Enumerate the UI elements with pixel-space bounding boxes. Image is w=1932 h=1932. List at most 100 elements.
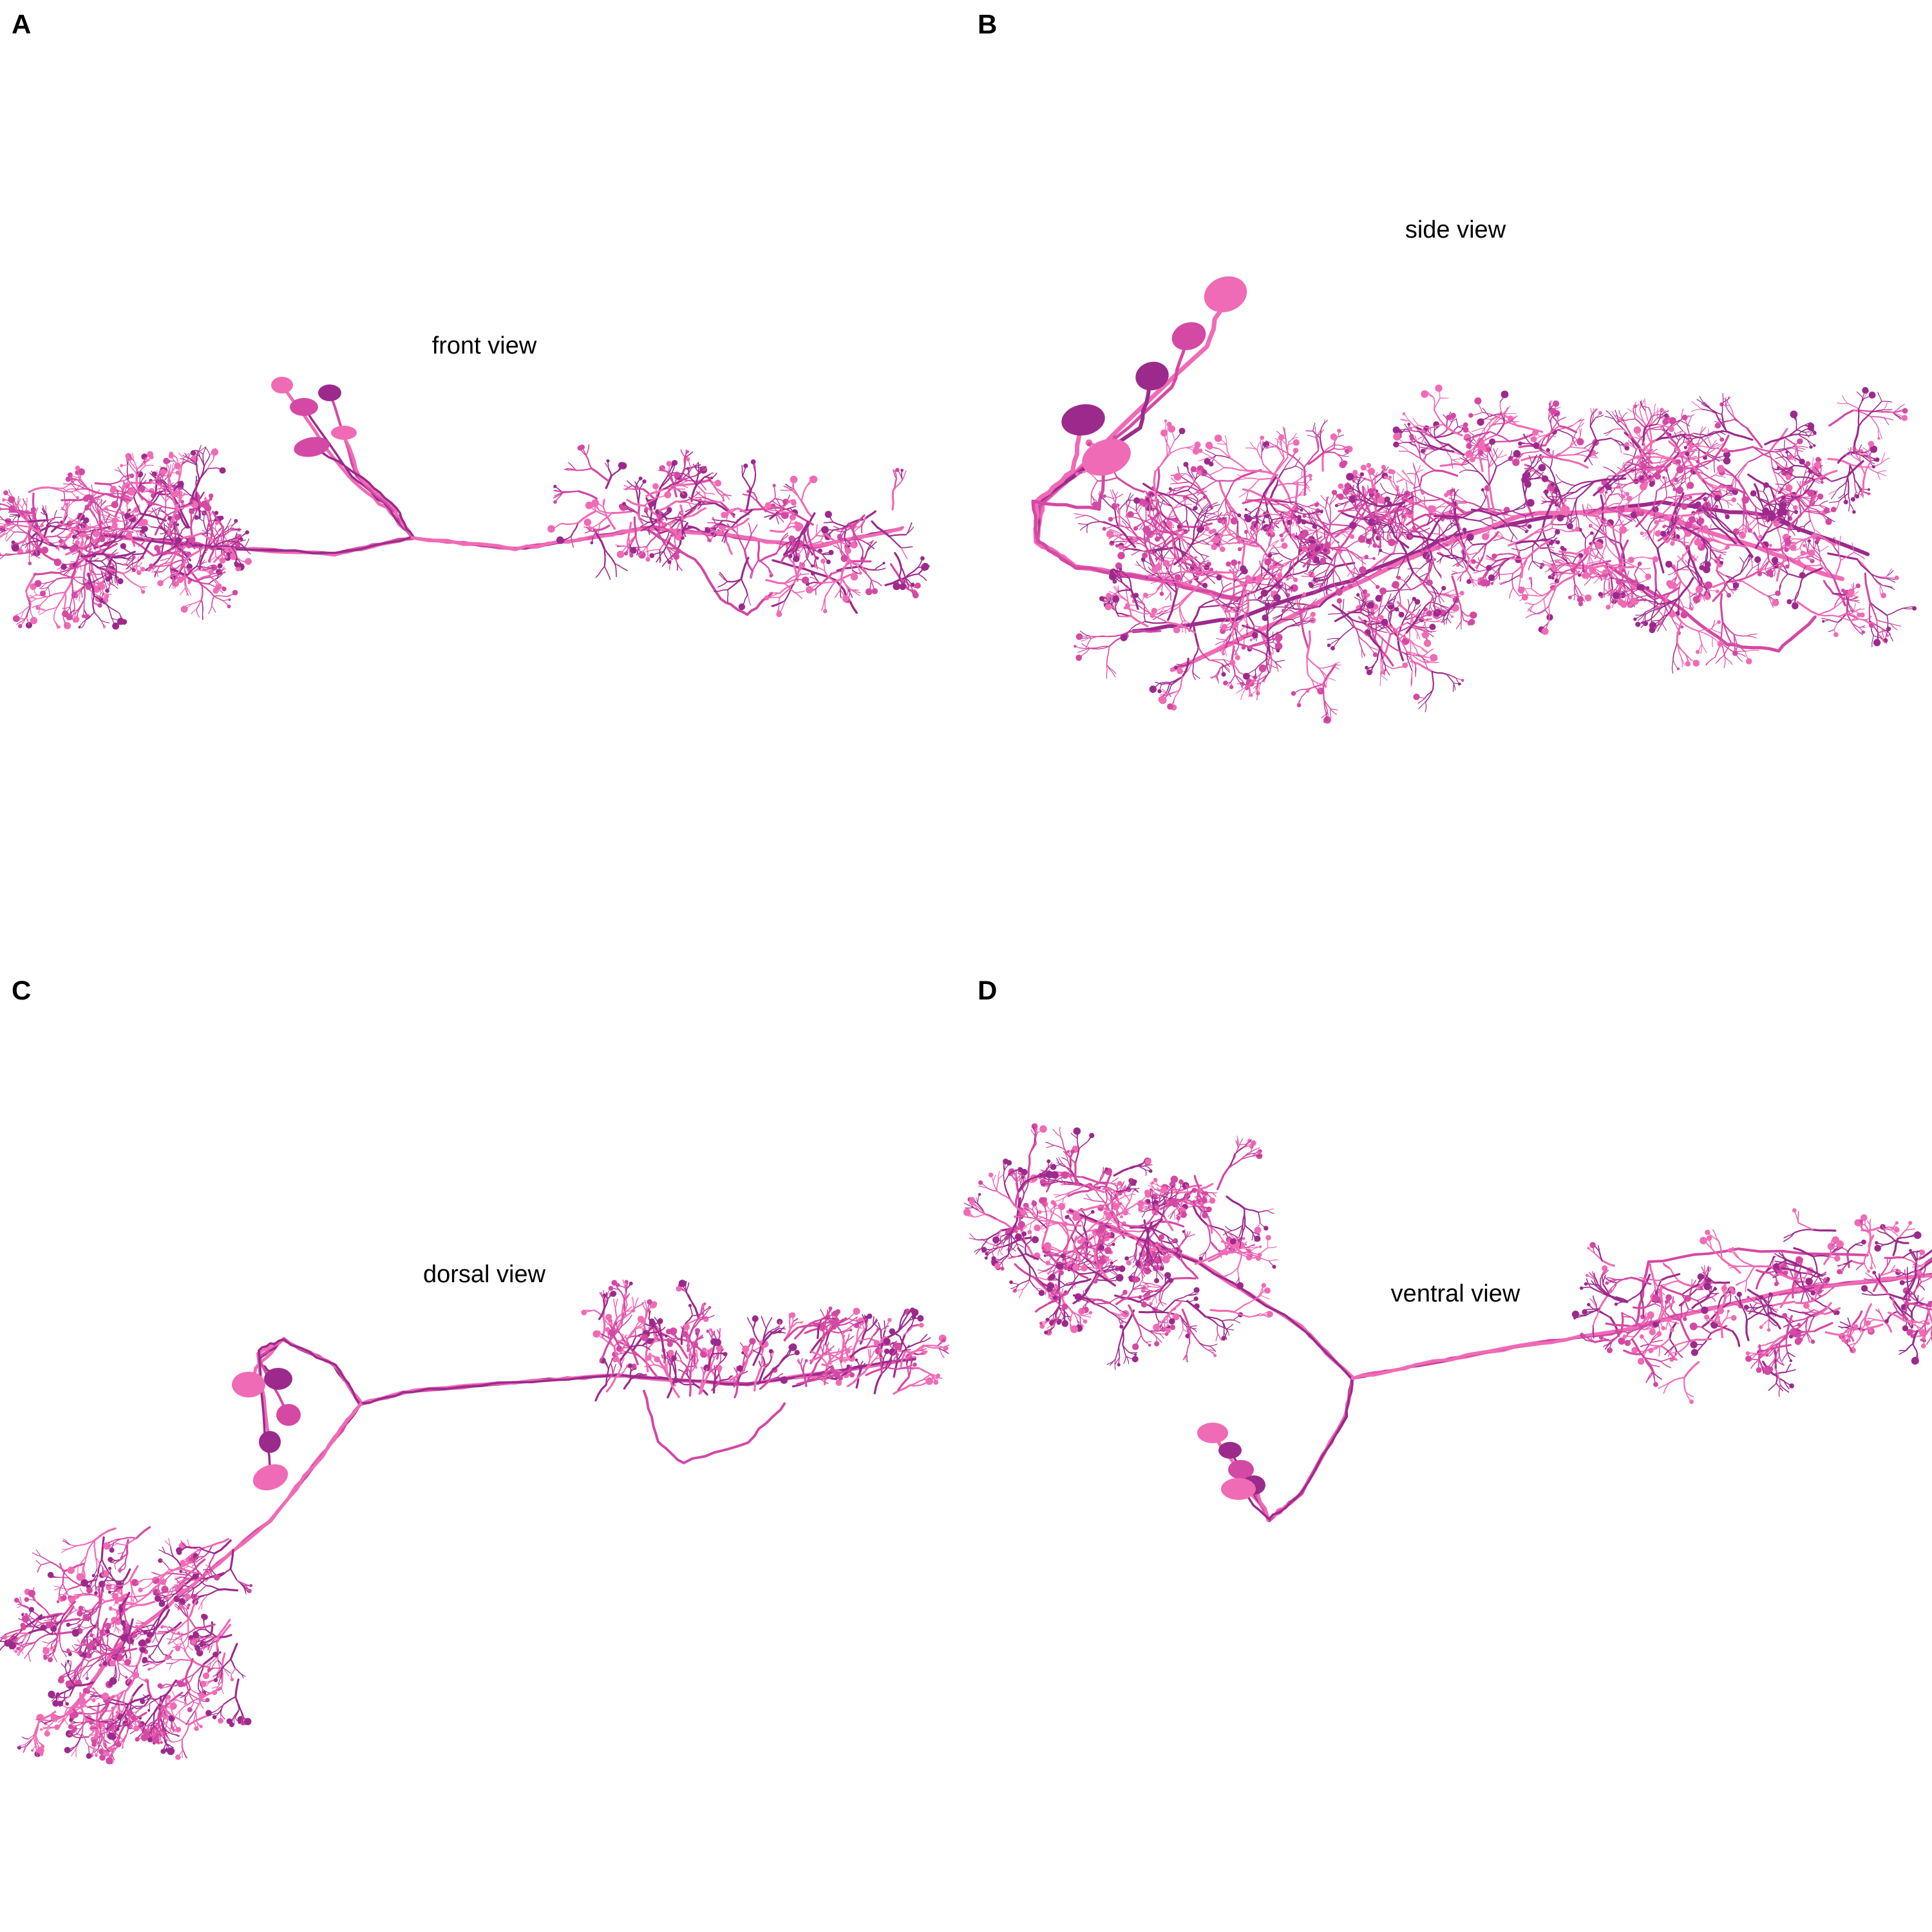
neurite-branch: [904, 567, 919, 579]
neurite-branch: [1286, 571, 1289, 581]
neurite-branch: [0, 530, 6, 534]
bouton: [645, 556, 650, 562]
bouton: [1106, 530, 1114, 538]
bouton: [1075, 633, 1083, 640]
neurite-branch: [1152, 613, 1164, 620]
bouton: [245, 558, 252, 565]
bouton: [844, 547, 851, 554]
neurite-branch: [1160, 495, 1173, 507]
neurite-branch: [658, 510, 672, 522]
neurite-branch: [115, 562, 117, 575]
neurite-branch: [1113, 601, 1115, 609]
neurite-branch: [93, 594, 109, 607]
neurite-branch: [182, 525, 187, 531]
bouton: [1086, 442, 1092, 447]
neurite-branch: [1340, 626, 1354, 639]
bouton: [1173, 626, 1180, 634]
bouton: [799, 562, 806, 569]
neurite-branch: [1186, 520, 1190, 531]
bouton: [1360, 464, 1367, 471]
neurite-branch: [136, 491, 155, 506]
neurite-branch: [53, 620, 61, 628]
neurite-branch: [639, 522, 649, 527]
neurite-branch: [835, 541, 842, 553]
neurite-branch: [1412, 553, 1421, 560]
bouton: [788, 554, 793, 558]
neurite-branch: [1401, 533, 1411, 537]
neurite-branch: [1272, 544, 1280, 554]
neurite-branch: [1423, 619, 1435, 623]
neurite-branch: [1261, 641, 1273, 648]
neurite-branch: [30, 540, 43, 543]
neurite-branch: [75, 560, 79, 567]
neurite-branch: [162, 470, 166, 477]
neurite-branch: [570, 522, 579, 538]
neurite-branch: [181, 480, 183, 489]
neurite-branch: [131, 560, 133, 569]
neurite-branch: [118, 478, 128, 482]
neurite-branch: [213, 451, 214, 460]
neurite-branch: [1378, 601, 1382, 617]
neurite-branch: [0, 504, 4, 506]
neurite-branch: [1090, 495, 1092, 506]
neurite-branch: [1146, 592, 1156, 599]
neurite-trunk: [1608, 565, 1817, 653]
neurite-branch: [136, 568, 139, 574]
neurite-branch: [1379, 474, 1384, 480]
neurite-branch: [117, 466, 122, 473]
neurite-branch: [840, 576, 851, 590]
neurite-branch: [165, 493, 180, 506]
neurite-branch: [639, 545, 648, 556]
neurite-branch: [6, 524, 17, 534]
neurite-branch: [840, 589, 842, 598]
neurite-branch: [1439, 591, 1450, 596]
bouton: [1398, 611, 1405, 618]
neurite-branch: [1274, 438, 1282, 447]
neurite-branch: [1370, 498, 1376, 501]
bouton: [1117, 552, 1125, 560]
bouton: [590, 541, 594, 545]
neurite-branch: [1179, 605, 1183, 623]
neurite-branch: [1395, 524, 1407, 531]
neurite-branch: [0, 508, 3, 511]
neurite-branch: [175, 524, 180, 536]
neurite-branch: [226, 518, 232, 528]
bouton: [1387, 602, 1395, 610]
neurite-branch: [180, 458, 188, 462]
neurite-branch: [589, 529, 599, 532]
bouton: [865, 588, 873, 596]
neurite-branch: [1302, 542, 1316, 544]
neurite-branch: [834, 589, 841, 598]
neurite-branch: [1387, 593, 1392, 605]
bouton: [1237, 560, 1241, 565]
neurite-branch: [905, 526, 914, 536]
neurite-branch: [1276, 446, 1285, 459]
bouton: [1230, 517, 1238, 525]
neurite-branch: [1274, 659, 1285, 663]
neurite-branch: [67, 474, 78, 480]
neurite-branch: [1185, 506, 1199, 515]
bouton: [668, 527, 675, 534]
neurite-branch: [1378, 603, 1388, 617]
neurite-branch: [1246, 673, 1262, 688]
neurite-branch: [1156, 610, 1168, 615]
neurite-branch: [1276, 600, 1296, 605]
neurite-branch: [1380, 674, 1388, 681]
neurite-branch: [554, 492, 564, 503]
neurite-branch: [780, 533, 789, 542]
neurite-branch: [201, 584, 215, 597]
neurite-branch: [204, 506, 211, 516]
neurite-branch: [810, 576, 820, 583]
neurite-branch: [599, 512, 613, 524]
neurite-branch: [207, 532, 215, 538]
neurite-branch: [1163, 582, 1171, 593]
neurite-branch: [839, 576, 842, 591]
neurite-branch: [158, 469, 162, 475]
neurite-branch: [1367, 576, 1378, 587]
bouton: [65, 476, 71, 482]
neurite-branch: [1359, 599, 1365, 610]
neurite-branch: [1225, 528, 1231, 536]
neurite-branch: [100, 509, 113, 516]
neurite-branch: [202, 532, 208, 535]
neurite-branch: [577, 490, 598, 500]
